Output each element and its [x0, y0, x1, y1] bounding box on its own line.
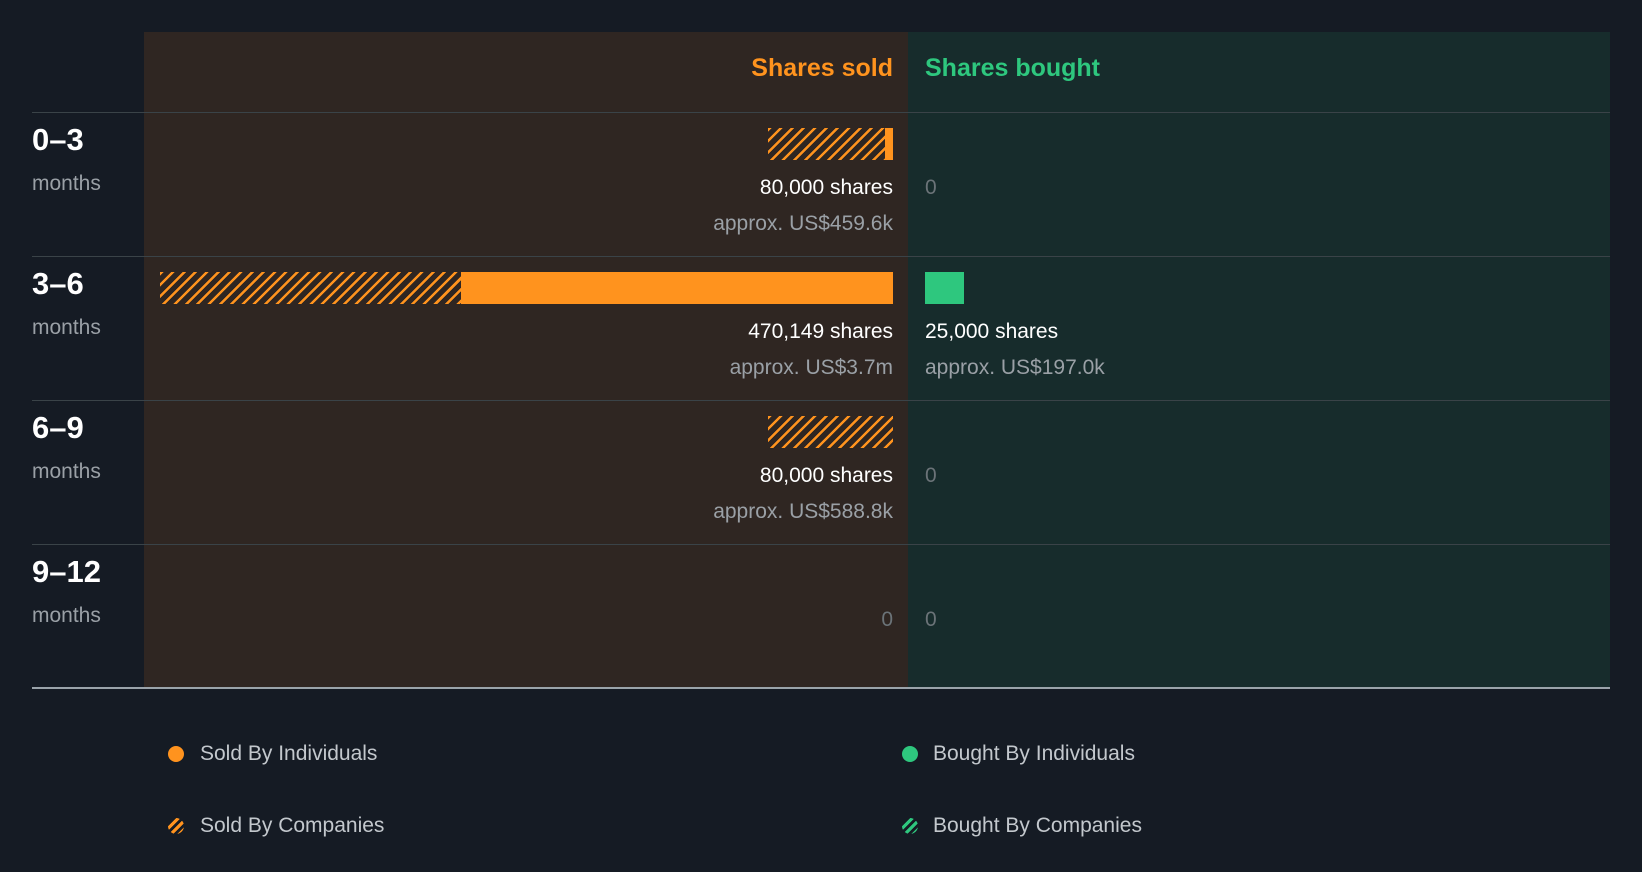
period-label-9-12: 9–12 [32, 554, 101, 589]
chart-baseline [32, 687, 1610, 689]
header-shares-sold: Shares sold [751, 54, 893, 82]
bar-sold-individuals-3-6[interactable] [460, 272, 893, 304]
period-unit-3-6: months [32, 316, 101, 339]
period-unit-0-3: months [32, 172, 101, 195]
bar-sold-individuals-0-3[interactable] [885, 128, 893, 160]
legend-bought-individuals-icon [902, 746, 918, 762]
legend-bought-individuals[interactable]: Bought By Individuals [933, 742, 1135, 765]
row-divider [32, 544, 1610, 545]
zero-bought-6-9: 0 [925, 464, 937, 487]
zero-bought-0-3: 0 [925, 176, 937, 199]
shares-bought-3-6: 25,000 shares [925, 320, 1059, 343]
bar-sold-companies-6-9[interactable] [768, 416, 893, 448]
legend-sold-individuals-icon [168, 746, 184, 762]
period-label-0-3: 0–3 [32, 122, 84, 157]
legend-bought-companies[interactable]: Bought By Companies [933, 814, 1142, 837]
shares-sold-0-3: 80,000 shares [759, 176, 893, 199]
legend-bought-companies-icon [902, 818, 918, 834]
row-divider [32, 400, 1610, 401]
zero-sold-9-12: 0 [881, 608, 893, 631]
bar-sold-companies-3-6[interactable] [160, 272, 461, 304]
period-label-6-9: 6–9 [32, 410, 84, 445]
row-divider [32, 256, 1610, 257]
zero-bought-9-12: 0 [925, 608, 937, 631]
bought-panel [908, 32, 1610, 687]
value-sold-6-9: approx. US$588.8k [713, 500, 893, 523]
shares-sold-6-9: 80,000 shares [759, 464, 893, 487]
bar-sold-companies-0-3[interactable] [768, 128, 886, 160]
value-bought-3-6: approx. US$197.0k [925, 356, 1105, 379]
legend-sold-companies-icon [168, 818, 184, 834]
legend-sold-individuals[interactable]: Sold By Individuals [200, 742, 378, 765]
value-sold-0-3: approx. US$459.6k [713, 212, 893, 235]
bar-bought-individuals-3-6[interactable] [925, 272, 964, 304]
period-unit-6-9: months [32, 460, 101, 483]
period-label-3-6: 3–6 [32, 266, 84, 301]
row-divider [32, 112, 1610, 113]
period-unit-9-12: months [32, 604, 101, 627]
shares-sold-3-6: 470,149 shares [748, 320, 893, 343]
legend-sold-companies[interactable]: Sold By Companies [200, 814, 385, 837]
header-shares-bought: Shares bought [925, 54, 1101, 82]
value-sold-3-6: approx. US$3.7m [729, 356, 893, 379]
